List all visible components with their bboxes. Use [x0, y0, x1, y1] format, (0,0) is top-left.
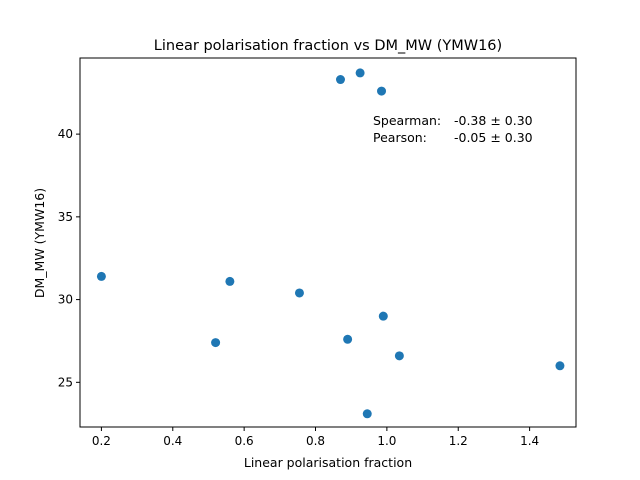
data-point: [335, 75, 345, 85]
correlation-annotation: Spearman: -0.38 ± 0.30 Pearson: -0.05 ± …: [373, 113, 533, 145]
data-points: [96, 68, 565, 419]
x-tick-label: 0.4: [163, 434, 182, 448]
data-point: [343, 334, 353, 344]
data-point: [555, 361, 565, 371]
data-point: [394, 351, 404, 361]
x-axis-label: Linear polarisation fraction: [244, 455, 412, 470]
chart-title: Linear polarisation fraction vs DM_MW (Y…: [154, 38, 502, 54]
data-point: [294, 288, 304, 298]
y-axis-ticks: 25 30 35 40: [58, 127, 80, 389]
x-tick-label: 1.4: [520, 434, 539, 448]
data-point: [211, 338, 221, 348]
data-point: [378, 311, 388, 321]
x-tick-label: 0.2: [92, 434, 111, 448]
y-tick-label: 25: [58, 375, 73, 389]
x-tick-label: 0.6: [235, 434, 254, 448]
pearson-value: -0.05 ± 0.30: [454, 130, 533, 145]
data-point: [362, 409, 372, 419]
data-point: [355, 68, 365, 78]
y-tick-label: 35: [58, 210, 73, 224]
pearson-label: Pearson:: [373, 130, 427, 145]
spearman-value: -0.38 ± 0.30: [454, 113, 533, 128]
x-tick-label: 0.8: [306, 434, 325, 448]
y-tick-label: 40: [58, 127, 73, 141]
data-point: [377, 86, 387, 96]
x-tick-label: 1.2: [449, 434, 468, 448]
data-point: [225, 276, 235, 286]
x-tick-label: 1.0: [377, 434, 396, 448]
x-axis-ticks: 0.2 0.4 0.6 0.8 1.0 1.2 1.4: [92, 427, 539, 448]
y-tick-label: 30: [58, 293, 73, 307]
plot-area-frame: [79, 57, 577, 428]
spearman-label: Spearman:: [373, 113, 441, 128]
data-point: [96, 271, 106, 281]
y-axis-label: DM_MW (YMW16): [32, 188, 47, 298]
